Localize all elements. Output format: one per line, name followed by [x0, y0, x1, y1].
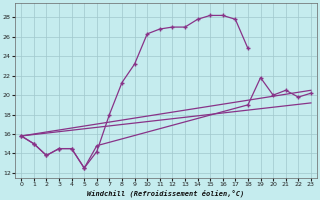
X-axis label: Windchill (Refroidissement éolien,°C): Windchill (Refroidissement éolien,°C) [87, 190, 245, 197]
